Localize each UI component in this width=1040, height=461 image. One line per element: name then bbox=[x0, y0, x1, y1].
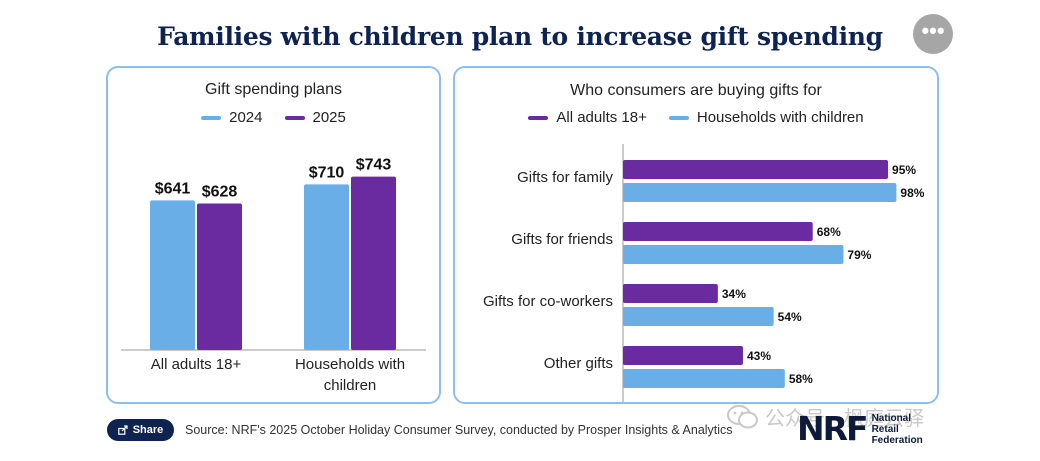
data-label-households-with-children-2025: $743 bbox=[356, 157, 392, 174]
legend-swatch-households bbox=[668, 115, 689, 120]
gift-recipients-chart-title: Who consumers are buying gifts for bbox=[570, 82, 822, 99]
data-label-households-with-children-2024: $710 bbox=[309, 164, 345, 181]
data-label-gifts-for-co-workers-households-with-children: 54% bbox=[778, 310, 802, 324]
bar-gifts-for-family-all-adults-18 bbox=[623, 160, 889, 179]
watermark: 公众号 · 枫庭云驿 bbox=[727, 402, 924, 431]
x-tick-label-households-with-children: Households with bbox=[295, 356, 405, 373]
gift-spending-chart: $641 $628 All adults 18+ $710 $743 Households… bbox=[121, 157, 426, 394]
nrf-logo-mark: NRF bbox=[797, 409, 869, 448]
bar-gifts-for-friends-all-adults-18 bbox=[623, 222, 813, 241]
bar-other-gifts-households-with-children bbox=[623, 369, 785, 388]
legend-label-2024: 2024 bbox=[229, 109, 263, 126]
wechat-icon bbox=[727, 404, 758, 428]
data-label-gifts-for-friends-households-with-children: 79% bbox=[847, 248, 871, 262]
gift-recipients-legend: All adults 18+ Households with children bbox=[455, 109, 937, 126]
share-icon bbox=[117, 425, 128, 435]
gift-spending-panel: Gift spending plans 2024 2025 $641 $628 Al… bbox=[106, 66, 441, 404]
more-horizontal-icon: ••• bbox=[921, 18, 945, 43]
nrf-logo-name: National Retail Federation bbox=[871, 412, 923, 446]
y-tick-label-gifts-for-friends: Gifts for friends bbox=[511, 231, 613, 248]
bar-all-adults-18-2025 bbox=[197, 203, 242, 350]
legend-swatch-2025 bbox=[284, 115, 305, 120]
x-tick-label-all-adults-18: All adults 18+ bbox=[151, 356, 242, 373]
gift-recipients-chart: 95% 98% Gifts for family 68% 79% Gifts for fr… bbox=[483, 144, 925, 402]
bar-households-with-children-2025 bbox=[351, 176, 396, 350]
legend-item-2025: 2025 bbox=[284, 109, 346, 126]
legend-label-households: Households with children bbox=[696, 109, 864, 126]
bar-other-gifts-all-adults-18 bbox=[623, 346, 743, 365]
legend-item-2024: 2024 bbox=[201, 109, 263, 126]
share-button[interactable]: Share bbox=[107, 419, 174, 441]
bar-gifts-for-friends-households-with-children bbox=[623, 245, 844, 264]
bar-gifts-for-family-households-with-children bbox=[623, 183, 897, 202]
source-note: Source: NRF's 2025 October Holiday Consu… bbox=[185, 423, 733, 437]
data-label-all-adults-18-2024: $641 bbox=[155, 180, 191, 197]
data-label-gifts-for-family-all-adults-18: 95% bbox=[892, 163, 916, 177]
watermark-text: 公众号 · 枫庭云驿 bbox=[765, 406, 925, 430]
data-label-all-adults-18-2025: $628 bbox=[202, 183, 238, 200]
x-tick-label-households-with-children-line2: children bbox=[324, 377, 377, 394]
data-label-gifts-for-family-households-with-children: 98% bbox=[900, 186, 924, 200]
data-label-gifts-for-friends-all-adults-18: 68% bbox=[817, 225, 841, 239]
nrf-logo: NRF National Retail Federation bbox=[797, 411, 923, 447]
data-label-other-gifts-households-with-children: 58% bbox=[789, 372, 813, 386]
y-tick-label-other-gifts: Other gifts bbox=[544, 355, 613, 372]
legend-item-households: Households with children bbox=[668, 109, 864, 126]
share-label: Share bbox=[132, 424, 164, 436]
gift-recipients-panel: Who consumers are buying gifts for All a… bbox=[453, 66, 939, 404]
bar-households-with-children-2024 bbox=[304, 184, 349, 350]
legend-swatch-2024 bbox=[201, 115, 222, 120]
bar-gifts-for-co-workers-households-with-children bbox=[623, 307, 774, 326]
bar-gifts-for-co-workers-all-adults-18 bbox=[623, 284, 718, 303]
gift-spending-chart-title: Gift spending plans bbox=[205, 81, 342, 98]
gift-spending-legend: 2024 2025 bbox=[108, 109, 439, 126]
page-title: Families with children plan to increase … bbox=[157, 22, 883, 51]
y-tick-label-gifts-for-family: Gifts for family bbox=[517, 169, 613, 186]
y-tick-label-gifts-for-co-workers: Gifts for co-workers bbox=[483, 293, 613, 310]
more-options-button[interactable]: ••• bbox=[913, 14, 953, 54]
data-label-other-gifts-all-adults-18: 43% bbox=[747, 349, 771, 363]
legend-label-2025: 2025 bbox=[312, 109, 346, 126]
bar-all-adults-18-2024 bbox=[150, 200, 195, 350]
legend-swatch-all-adults bbox=[528, 115, 549, 120]
legend-item-all-adults: All adults 18+ bbox=[528, 109, 647, 126]
legend-label-all-adults: All adults 18+ bbox=[556, 109, 647, 126]
data-label-gifts-for-co-workers-all-adults-18: 34% bbox=[722, 287, 746, 301]
